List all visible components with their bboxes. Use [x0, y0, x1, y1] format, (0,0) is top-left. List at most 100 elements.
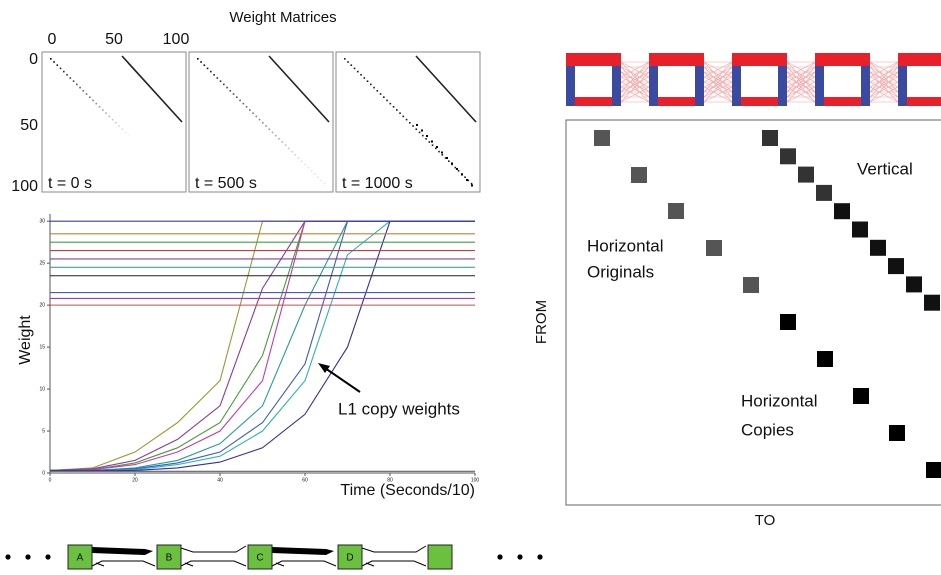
- weight-dot: [470, 182, 473, 185]
- weight-dot: [92, 99, 94, 102]
- unit-side: [861, 60, 870, 106]
- x-tick-label: 0: [49, 477, 52, 483]
- ellipsis-dot: [45, 554, 51, 560]
- weight-dot: [69, 77, 72, 79]
- weight-dot: [245, 106, 248, 108]
- weight-dot: [360, 74, 362, 76]
- weight-dot: [471, 184, 473, 187]
- weight-dot: [108, 115, 111, 118]
- weight-dot: [451, 162, 453, 165]
- original-square: [706, 240, 722, 256]
- weight-dot: [229, 90, 232, 92]
- weight-dot: [304, 163, 306, 166]
- weight-dot: [72, 80, 75, 82]
- weight-dot: [154, 160, 156, 162]
- connection: [703, 71, 733, 103]
- connection: [620, 71, 650, 103]
- unit-side: [695, 60, 704, 106]
- weight-dot: [402, 115, 405, 118]
- connection: [786, 81, 816, 98]
- weight-dot: [174, 180, 176, 182]
- weight-dot: [102, 109, 104, 111]
- matrix-panels: t = 0 s t = 500 s t = 1000 s: [41, 51, 481, 193]
- vertical-square: [834, 203, 850, 220]
- panel-label: t = 1000 s: [342, 175, 413, 192]
- weight-dot: [164, 170, 166, 172]
- weight-dot: [252, 112, 254, 114]
- weight-dot: [370, 83, 372, 86]
- y-axis-label: Weight: [17, 315, 34, 365]
- chain-node: [156, 544, 182, 570]
- weight-dot: [350, 64, 353, 66]
- original-square: [594, 130, 610, 146]
- link: [361, 545, 427, 553]
- weight-dot: [50, 58, 52, 60]
- weight-dot: [59, 67, 62, 70]
- unit-side: [815, 60, 824, 106]
- weight-dot: [426, 135, 428, 137]
- matrix-panel: [188, 51, 334, 193]
- node-label: A: [77, 553, 84, 564]
- weight-dot: [249, 109, 251, 111]
- connection: [620, 81, 650, 98]
- weight-dot: [111, 118, 114, 121]
- weight-dot: [454, 166, 457, 169]
- original-square: [743, 277, 759, 293]
- unit-bottom: [907, 97, 941, 106]
- y-tick-label: 0: [42, 470, 45, 476]
- weight-dot: [448, 160, 450, 162]
- matrix-panel: [41, 51, 187, 193]
- connection: [869, 81, 899, 98]
- weight-dot: [144, 151, 146, 153]
- weight-dot: [444, 157, 447, 159]
- weight-dot: [363, 77, 366, 79]
- weight-dot: [210, 70, 212, 73]
- weight-dot: [376, 90, 379, 92]
- weight-dot: [421, 129, 423, 132]
- weight-dot: [366, 80, 369, 82]
- weight-dot: [301, 160, 303, 162]
- connection: [869, 71, 899, 103]
- weight-dot: [392, 106, 395, 108]
- weight-dot: [412, 125, 414, 127]
- y-tick-label: 30: [39, 219, 45, 225]
- weight-dot: [307, 166, 310, 169]
- y-tick-label: 20: [39, 302, 45, 308]
- weight-diagonal: [415, 55, 477, 123]
- x-tick-label: 40: [217, 477, 223, 483]
- weight-dot: [456, 168, 458, 170]
- original-square: [889, 425, 905, 441]
- link: [271, 560, 337, 567]
- unit-top: [649, 53, 704, 66]
- weight-dot: [466, 179, 468, 181]
- col-tick: 0: [48, 31, 57, 48]
- node-label: D: [346, 553, 353, 564]
- x-tick-label: 20: [132, 477, 138, 483]
- connection: [620, 66, 650, 98]
- weight-dot: [344, 58, 346, 60]
- weight-dot: [288, 147, 290, 150]
- connection: [786, 71, 816, 103]
- connection: [869, 66, 899, 83]
- weight-dot: [157, 164, 159, 166]
- link: [180, 560, 247, 567]
- link: [91, 560, 156, 567]
- weight-dot: [435, 147, 437, 150]
- connection: [620, 66, 650, 83]
- ellipsis-dot: [517, 554, 523, 560]
- weight-dot: [128, 134, 130, 137]
- weight-dot: [236, 96, 238, 98]
- weight-dot: [63, 70, 65, 73]
- row-tick: 50: [20, 117, 38, 134]
- weight-dot: [441, 151, 443, 154]
- weight-dot: [467, 179, 470, 182]
- weight-dot: [399, 112, 401, 114]
- node-label: C: [256, 553, 263, 564]
- chain-node: [247, 544, 273, 570]
- unit-top: [898, 53, 941, 66]
- y-tick-label: 5: [42, 428, 45, 434]
- weight-dot: [268, 128, 271, 130]
- unit-top: [566, 53, 621, 66]
- original-square: [631, 167, 647, 183]
